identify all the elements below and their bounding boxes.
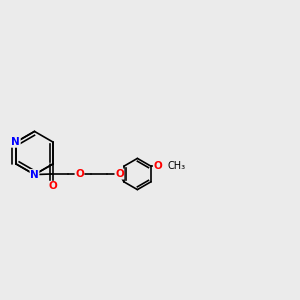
Text: O: O (115, 169, 124, 179)
Text: N: N (11, 137, 20, 147)
Text: O: O (49, 181, 58, 191)
Text: O: O (75, 169, 84, 179)
Text: O: O (153, 161, 162, 171)
Text: CH₃: CH₃ (168, 160, 186, 171)
Text: N: N (30, 169, 39, 180)
